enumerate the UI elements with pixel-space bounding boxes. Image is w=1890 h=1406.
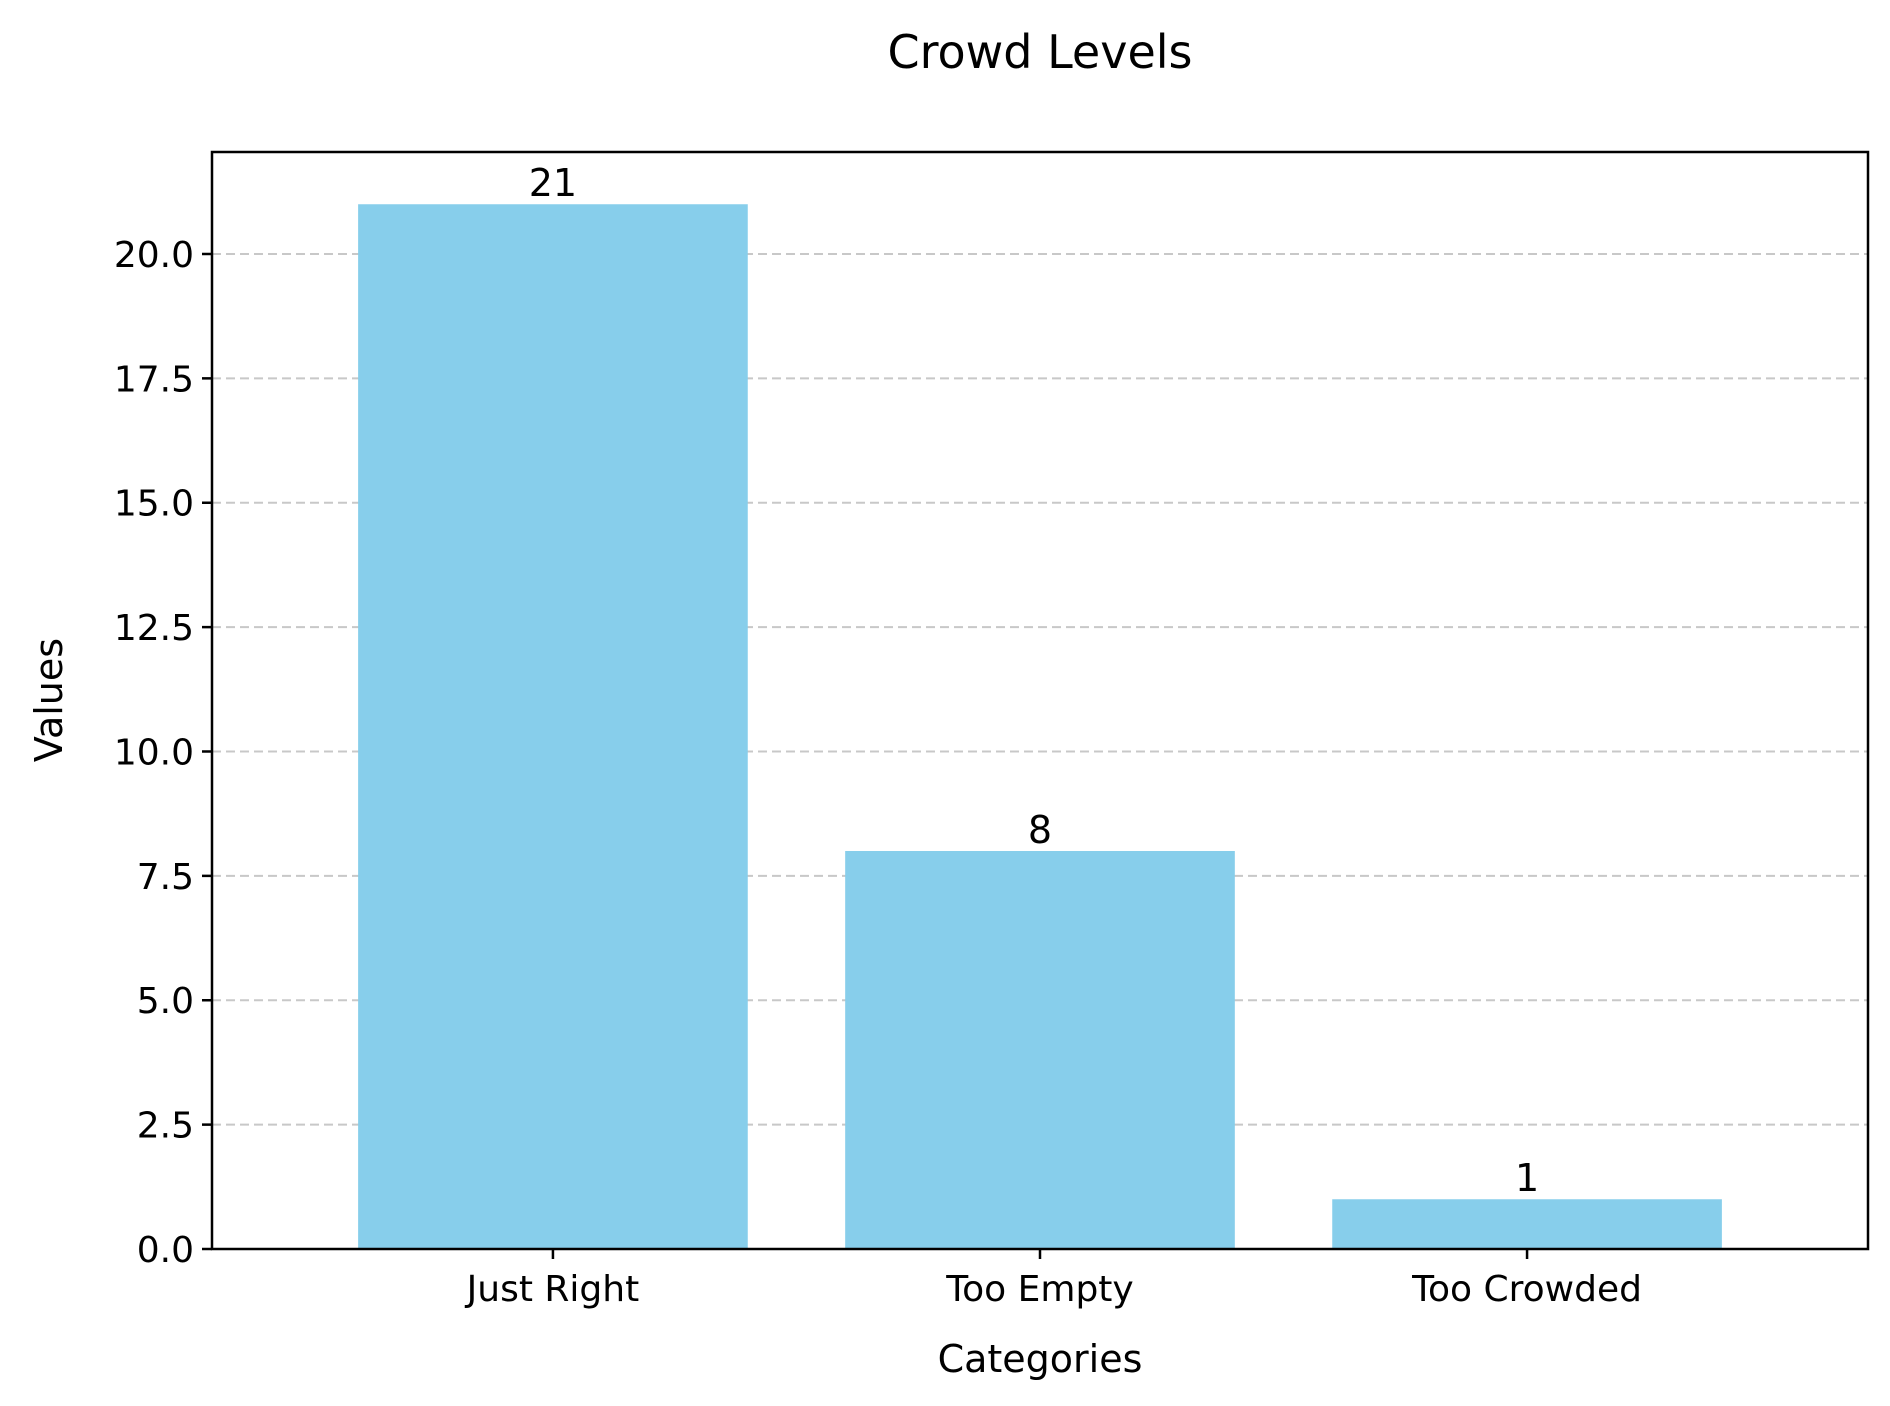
y-tick-label: 0.0: [137, 1230, 194, 1271]
y-tick-label: 5.0: [137, 981, 194, 1022]
x-tick-label: Just Right: [465, 1269, 640, 1310]
bar-value-label: 8: [1028, 808, 1052, 852]
chart-title: Crowd Levels: [888, 25, 1193, 79]
y-axis: 0.0 2.5 5.0 7.5 10.0 12.5 15.0 17.5 20.0: [114, 235, 212, 1271]
y-tick-label: 15.0: [114, 484, 194, 525]
y-tick-label: 20.0: [114, 235, 194, 276]
bars: [358, 204, 1722, 1250]
y-tick-label: 12.5: [114, 608, 194, 649]
y-tick-label: 17.5: [114, 359, 194, 400]
x-axis-title: Categories: [938, 1337, 1143, 1381]
bar-too-empty: [845, 850, 1235, 1249]
x-axis: Just Right Too Empty Too Crowded: [465, 1249, 1642, 1310]
y-tick-label: 2.5: [137, 1106, 194, 1147]
bar-value-label: 21: [529, 161, 577, 205]
data-labels: 21 8 1: [529, 161, 1539, 1200]
bar-too-crowded: [1332, 1199, 1722, 1249]
x-tick-label: Too Empty: [945, 1269, 1133, 1310]
bar-just-right: [358, 204, 748, 1250]
y-axis-title: Values: [27, 638, 71, 762]
y-tick-label: 7.5: [137, 857, 194, 898]
y-tick-label: 10.0: [114, 732, 194, 773]
bar-value-label: 1: [1515, 1156, 1539, 1200]
x-tick-label: Too Crowded: [1411, 1269, 1642, 1310]
